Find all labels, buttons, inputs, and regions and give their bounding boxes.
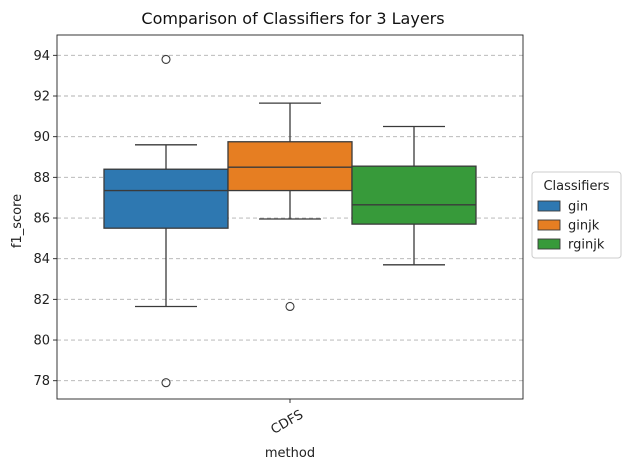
- box-ginjk: [227, 102, 353, 312]
- y-tick-label: 78: [33, 374, 50, 389]
- legend-label-rginjk: rginjk: [568, 238, 605, 253]
- x-tick-label: CDFS: [269, 407, 306, 437]
- legend-swatch-ginjk: [537, 219, 561, 231]
- y-tick-label: 88: [33, 171, 50, 186]
- y-tick-label: 82: [33, 293, 50, 308]
- outlier-point: [161, 54, 171, 64]
- y-tick-label: 92: [33, 90, 50, 105]
- legend-swatch-rginjk: [537, 238, 561, 250]
- legend-swatch-gin: [537, 200, 561, 212]
- box-iqr: [103, 168, 229, 229]
- box-iqr: [351, 165, 477, 225]
- y-axis-label: f1_score: [10, 194, 25, 248]
- chart-title: Comparison of Classifiers for 3 Layers: [141, 9, 444, 28]
- legend: Classifiers gin ginjk rginjk: [531, 171, 622, 259]
- y-tick-label: 80: [33, 334, 50, 349]
- y-axis-ticks: 78 80 82 84 86 88 90 92 94: [33, 49, 57, 389]
- y-tick-label: 94: [33, 49, 50, 64]
- legend-title: Classifiers: [543, 179, 609, 194]
- legend-frame: [531, 171, 622, 259]
- outlier-point: [285, 301, 295, 312]
- y-tick-label: 86: [33, 212, 50, 227]
- boxes: [103, 54, 477, 388]
- legend-label-ginjk: ginjk: [568, 219, 600, 234]
- outlier-point: [161, 378, 171, 388]
- x-axis-ticks: CDFS: [269, 399, 306, 438]
- x-axis-label: method: [265, 446, 315, 461]
- y-tick-label: 84: [33, 252, 50, 267]
- box-rginjk: [351, 125, 477, 266]
- box-gin: [103, 54, 229, 388]
- box-iqr: [227, 141, 353, 192]
- legend-label-gin: gin: [568, 200, 588, 215]
- y-tick-label: 90: [33, 130, 50, 145]
